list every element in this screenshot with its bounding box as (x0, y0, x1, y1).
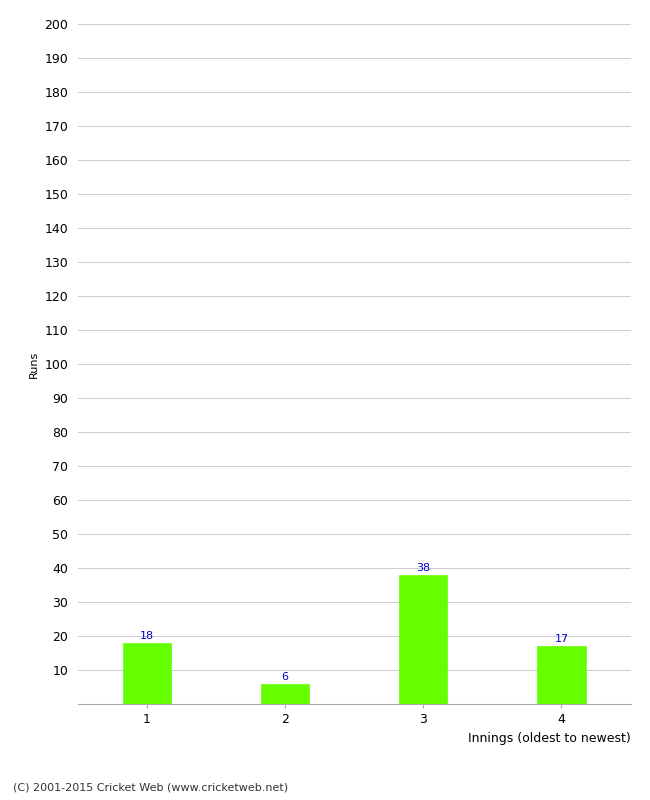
Bar (538, 646, 586, 704)
Bar (261, 683, 309, 704)
Bar (399, 574, 447, 704)
Text: (C) 2001-2015 Cricket Web (www.cricketweb.net): (C) 2001-2015 Cricket Web (www.cricketwe… (13, 782, 288, 792)
Text: 6: 6 (281, 672, 289, 682)
Text: 18: 18 (140, 631, 154, 641)
X-axis label: Innings (oldest to newest): Innings (oldest to newest) (468, 731, 630, 745)
Text: 38: 38 (416, 563, 430, 573)
Text: 17: 17 (554, 634, 569, 645)
Y-axis label: Runs: Runs (29, 350, 39, 378)
Bar (123, 643, 171, 704)
